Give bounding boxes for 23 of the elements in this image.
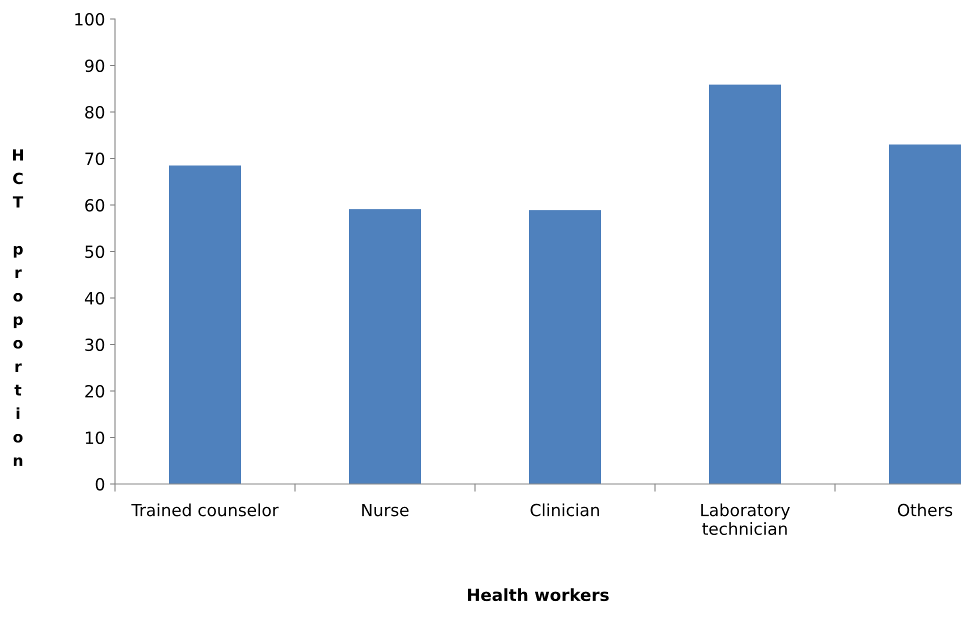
y-tick-label: 80: [85, 106, 104, 119]
x-axis-title: Health workers: [468, 588, 609, 602]
y-tick-label: 50: [85, 245, 104, 258]
y-tick-label: 20: [85, 384, 104, 398]
y-tick-label: 70: [85, 152, 104, 166]
bar: [709, 84, 781, 484]
x-tick-label: Clinician: [530, 503, 599, 516]
x-tick-label: Nurse: [362, 504, 409, 516]
y-tick-label: 10: [86, 431, 104, 444]
y-tick-label: 90: [85, 59, 104, 72]
bar: [169, 165, 241, 484]
y-tick-label: 30: [85, 338, 104, 352]
x-tick-label: Others: [898, 503, 952, 516]
y-tick-label: 60: [85, 198, 104, 212]
y-tick-label: 40: [84, 292, 104, 305]
y-tick-label: 0: [96, 478, 104, 491]
bar: [529, 210, 601, 484]
bar: [349, 209, 421, 484]
x-tick-label: Trained counselor: [131, 503, 279, 516]
bar: [889, 144, 961, 484]
x-tick-label: Laboratory technician: [701, 503, 790, 536]
y-tick-label: 100: [75, 12, 104, 26]
text: HCT proportion: [12, 149, 24, 466]
